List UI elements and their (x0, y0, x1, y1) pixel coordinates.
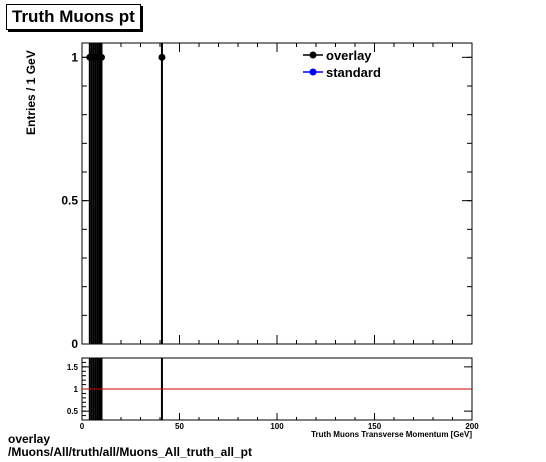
ratio-plot-panel: 0.5 1 1.5 0 50 100 150 200 (67, 357, 479, 431)
legend-label-standard: standard (326, 65, 381, 80)
ratio-y-tick-label: 1 (74, 385, 79, 394)
overlay-point (98, 53, 105, 61)
main-plot-panel: 00.51 (61, 42, 473, 351)
x-tick-label: 100 (270, 422, 284, 431)
overlay-point (158, 53, 166, 61)
x-tick-label: 50 (175, 422, 184, 431)
x-tick-label: 150 (368, 422, 382, 431)
legend-marker-standard (309, 68, 317, 76)
footer-run-label: overlay (8, 432, 51, 446)
y-tick-label: 0 (71, 337, 78, 351)
x-tick-label: 200 (465, 422, 479, 431)
chart-title: Truth Muons pt (6, 4, 141, 30)
ratio-y-tick-label: 1.5 (67, 363, 79, 372)
legend-label-overlay: overlay (326, 48, 372, 63)
y-tick-label: 0.5 (61, 194, 78, 208)
main-plot-frame (81, 42, 473, 345)
legend-marker-overlay (309, 51, 317, 59)
x-axis-label: Truth Muons Transverse Momentum [GeV] (311, 430, 472, 439)
ratio-y-tick-label: 0.5 (67, 407, 79, 416)
x-tick-label: 0 (80, 422, 85, 431)
footer-histogram-path: /Muons/All/truth/all/Muons_All_truth_all… (8, 445, 253, 459)
y-tick-label: 1 (71, 50, 78, 64)
y-axis-label: Entries / 1 GeV (24, 50, 38, 135)
legend: overlay standard (303, 48, 381, 80)
